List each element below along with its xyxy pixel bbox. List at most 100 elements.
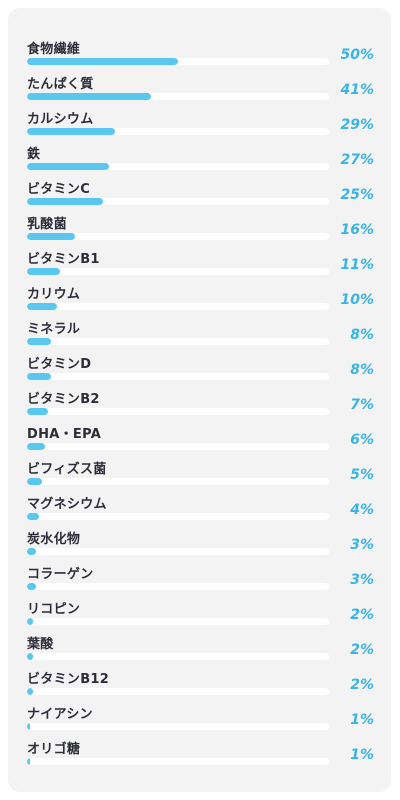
category-label: リコピン (27, 602, 81, 617)
bar-track (27, 93, 329, 100)
bar (27, 338, 52, 345)
bar (27, 128, 115, 135)
bar-row: ビタミンD 8% (8, 356, 391, 391)
bar-track (27, 373, 329, 380)
bar (27, 548, 37, 555)
value-label: 5% (350, 467, 374, 483)
horizontal-bar-chart: 食物繊維 50% たんぱく質 41% カルシウム 29% 鉄 27% ビタミンC 25% 乳酸菌 16… (8, 8, 391, 792)
bar-row: マグネシウム 4% (8, 496, 391, 531)
bar (27, 478, 43, 485)
bar-track (27, 618, 329, 625)
value-label: 50% (340, 47, 374, 63)
category-label: ビタミンD (27, 357, 92, 372)
value-label: 16% (340, 222, 374, 238)
category-label: カリウム (27, 287, 81, 302)
category-label: ビタミンC (27, 182, 91, 197)
bar-track (27, 268, 329, 275)
bar (27, 688, 34, 695)
category-label: ビタミンB1 (27, 252, 100, 267)
value-label: 10% (340, 292, 374, 308)
bar-row: カリウム 10% (8, 286, 391, 321)
bar-row: ビタミンB2 7% (8, 391, 391, 426)
value-label: 25% (340, 187, 374, 203)
bar (27, 618, 34, 625)
bar-track (27, 478, 329, 485)
category-label: 鉄 (27, 147, 41, 162)
category-label: たんぱく質 (27, 77, 94, 92)
bar (27, 408, 49, 415)
category-label: ビタミンB12 (27, 672, 110, 687)
bar-row: DHA・EPA 6% (8, 426, 391, 461)
value-label: 2% (350, 642, 374, 658)
category-label: DHA・EPA (27, 427, 102, 442)
bar-track (27, 723, 329, 730)
value-label: 6% (350, 432, 374, 448)
value-label: 8% (350, 362, 374, 378)
bar-track (27, 653, 329, 660)
bar (27, 583, 37, 590)
bar-row: 炭水化物 3% (8, 531, 391, 566)
category-label: コラーゲン (27, 567, 94, 582)
bar-track (27, 443, 329, 450)
value-label: 8% (350, 327, 374, 343)
bar-track (27, 758, 329, 765)
value-label: 1% (350, 712, 374, 728)
bar-row: ビタミンB1 11% (8, 251, 391, 286)
category-label: オリゴ糖 (27, 742, 81, 757)
category-label: 炭水化物 (27, 532, 81, 547)
bar-track (27, 233, 329, 240)
value-label: 11% (340, 257, 374, 273)
bar-track (27, 303, 329, 310)
bar-track (27, 548, 329, 555)
bar-row: ビタミンB12 2% (8, 671, 391, 706)
value-label: 29% (340, 117, 374, 133)
bar-row: ビタミンC 25% (8, 181, 391, 216)
category-label: カルシウム (27, 112, 94, 127)
bar-track (27, 408, 329, 415)
bar-row: 葉酸 2% (8, 636, 391, 671)
bar-track (27, 128, 329, 135)
bar-track (27, 583, 329, 590)
bar-row: 乳酸菌 16% (8, 216, 391, 251)
bar-row: 鉄 27% (8, 146, 391, 181)
category-label: ナイアシン (27, 707, 93, 722)
value-label: 7% (350, 397, 374, 413)
bar (27, 443, 46, 450)
bar (27, 268, 61, 275)
category-label: マグネシウム (27, 497, 107, 512)
category-label: ビフィズス菌 (27, 462, 107, 477)
bar (27, 758, 31, 765)
bar-row: 食物繊維 50% (8, 41, 391, 76)
category-label: ミネラル (27, 322, 81, 337)
bar (27, 373, 52, 380)
category-label: 葉酸 (27, 637, 54, 652)
category-label: 乳酸菌 (27, 217, 67, 232)
bar-row: たんぱく質 41% (8, 76, 391, 111)
bar-row: リコピン 2% (8, 601, 391, 636)
bar (27, 93, 151, 100)
bar (27, 198, 103, 205)
category-label: ビタミンB2 (27, 392, 100, 407)
value-label: 2% (350, 607, 374, 623)
value-label: 3% (350, 537, 374, 553)
bar (27, 303, 58, 310)
bar-row: コラーゲン 3% (8, 566, 391, 601)
value-label: 41% (340, 82, 374, 98)
bar-track (27, 198, 329, 205)
bar-row: オリゴ糖 1% (8, 741, 391, 776)
bar (27, 58, 178, 65)
chart-card: 食物繊維 50% たんぱく質 41% カルシウム 29% 鉄 27% ビタミンC 25% 乳酸菌 16… (8, 8, 391, 792)
bar-track (27, 688, 329, 695)
bar (27, 233, 76, 240)
bar-track (27, 513, 329, 520)
bar-row: ミネラル 8% (8, 321, 391, 356)
bar (27, 163, 109, 170)
bar (27, 653, 34, 660)
bar (27, 513, 40, 520)
bar-track (27, 163, 329, 170)
value-label: 4% (350, 502, 374, 518)
bar (27, 723, 31, 730)
value-label: 2% (350, 677, 374, 693)
bar-row: カルシウム 29% (8, 111, 391, 146)
category-label: 食物繊維 (27, 42, 81, 57)
